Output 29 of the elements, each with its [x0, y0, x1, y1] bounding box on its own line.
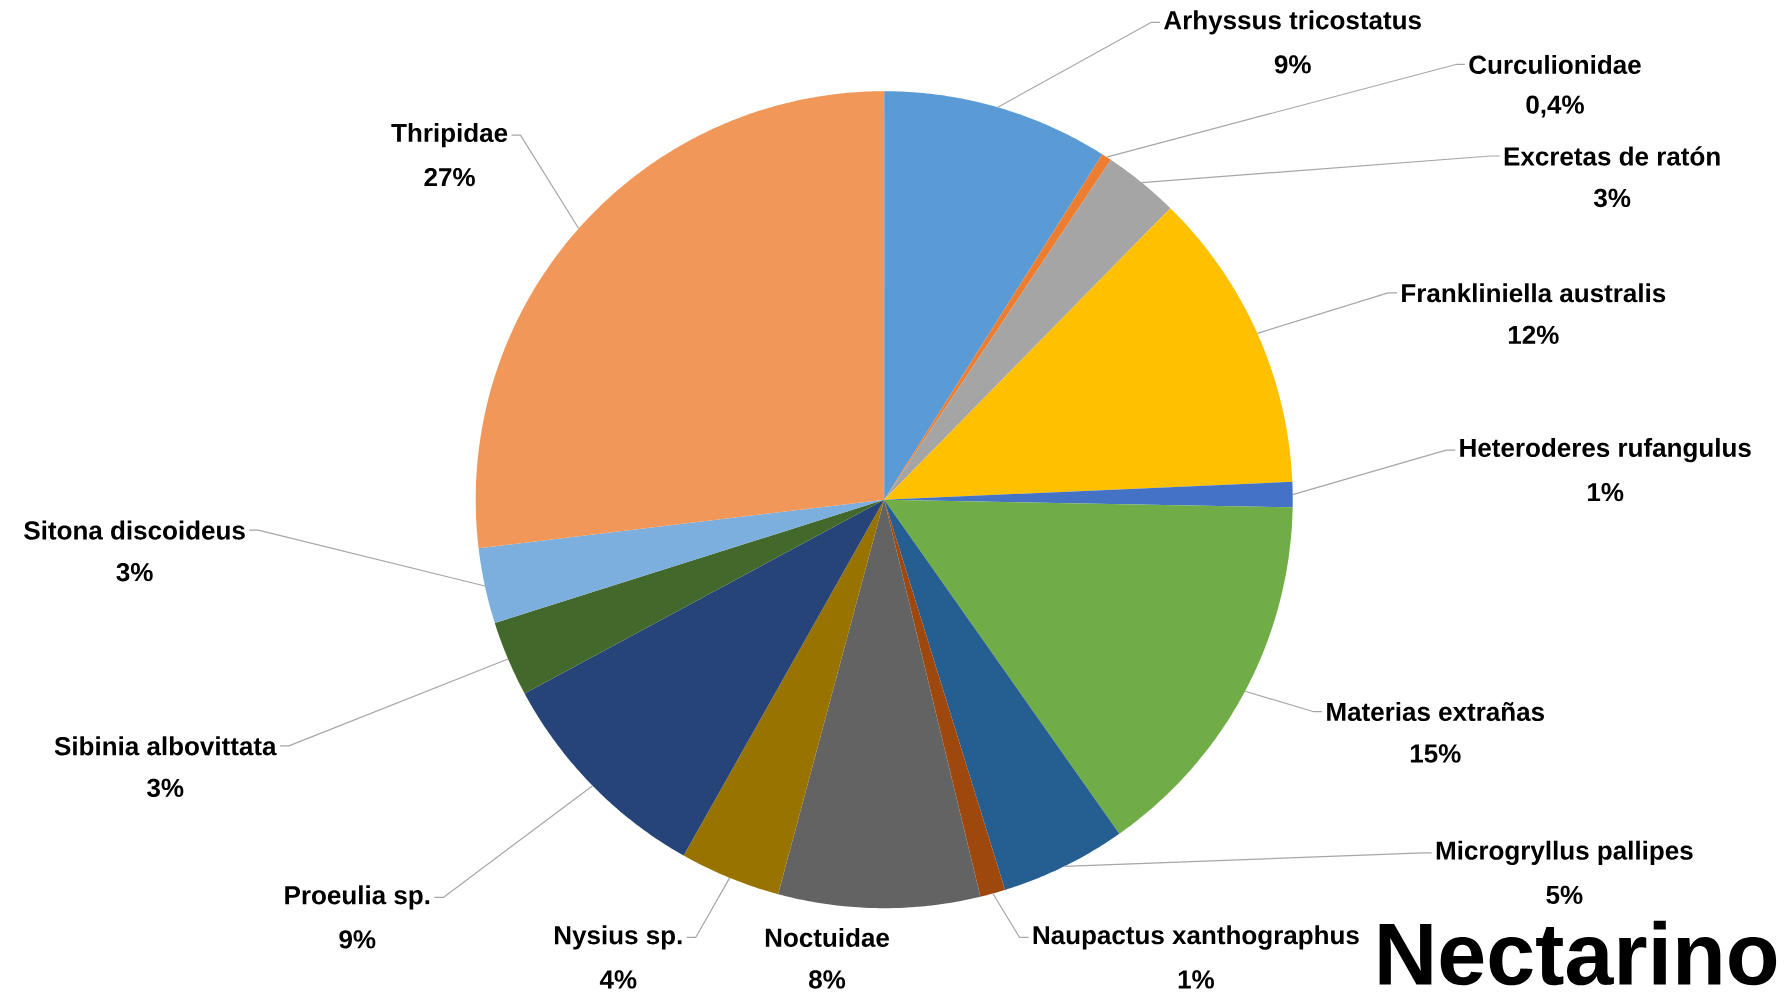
- data-label: 4%: [599, 970, 637, 989]
- slice-label: Microgryllus pallipes: [1436, 840, 1693, 866]
- slice-label: Nysius sp.: [554, 925, 682, 950]
- data-label: 8%: [809, 970, 846, 989]
- slice-label: Thripidae: [391, 123, 508, 148]
- slice-label: Noctuidae: [765, 927, 889, 947]
- data-label: 0,4%: [1526, 95, 1584, 118]
- data-label: 12%: [1508, 325, 1559, 344]
- slice-label: Sibinia albovittata: [54, 736, 277, 756]
- slice-label: Proeulia sp.: [285, 885, 430, 910]
- text: Nectarino: [1379, 920, 1777, 986]
- data-label: 3%: [147, 778, 184, 798]
- data-label: 1%: [1588, 482, 1624, 502]
- slice-label: Arhyssus tricostatus: [1164, 10, 1421, 35]
- data-label: 9%: [1274, 55, 1311, 74]
- slice-label: Materias extrañas: [1327, 701, 1544, 722]
- data-label: 1%: [1178, 970, 1214, 989]
- data-label: 3%: [1593, 188, 1631, 208]
- data-label: 3%: [116, 562, 153, 582]
- slice-label: Sitona discoideus: [24, 520, 245, 540]
- slice-label: Frankliniella australis: [1402, 283, 1666, 303]
- slice-label: Curculionidae: [1469, 54, 1641, 75]
- data-label: 5%: [1546, 885, 1583, 905]
- data-label: 27%: [424, 167, 475, 187]
- slice-label: Heteroderes rufangulus: [1460, 437, 1751, 463]
- slice-label: Excretas de ratón: [1504, 146, 1720, 166]
- data-label: 9%: [339, 930, 376, 949]
- slice-label: Naupactus xanthographus: [1033, 925, 1359, 950]
- data-label: 15%: [1410, 744, 1461, 763]
